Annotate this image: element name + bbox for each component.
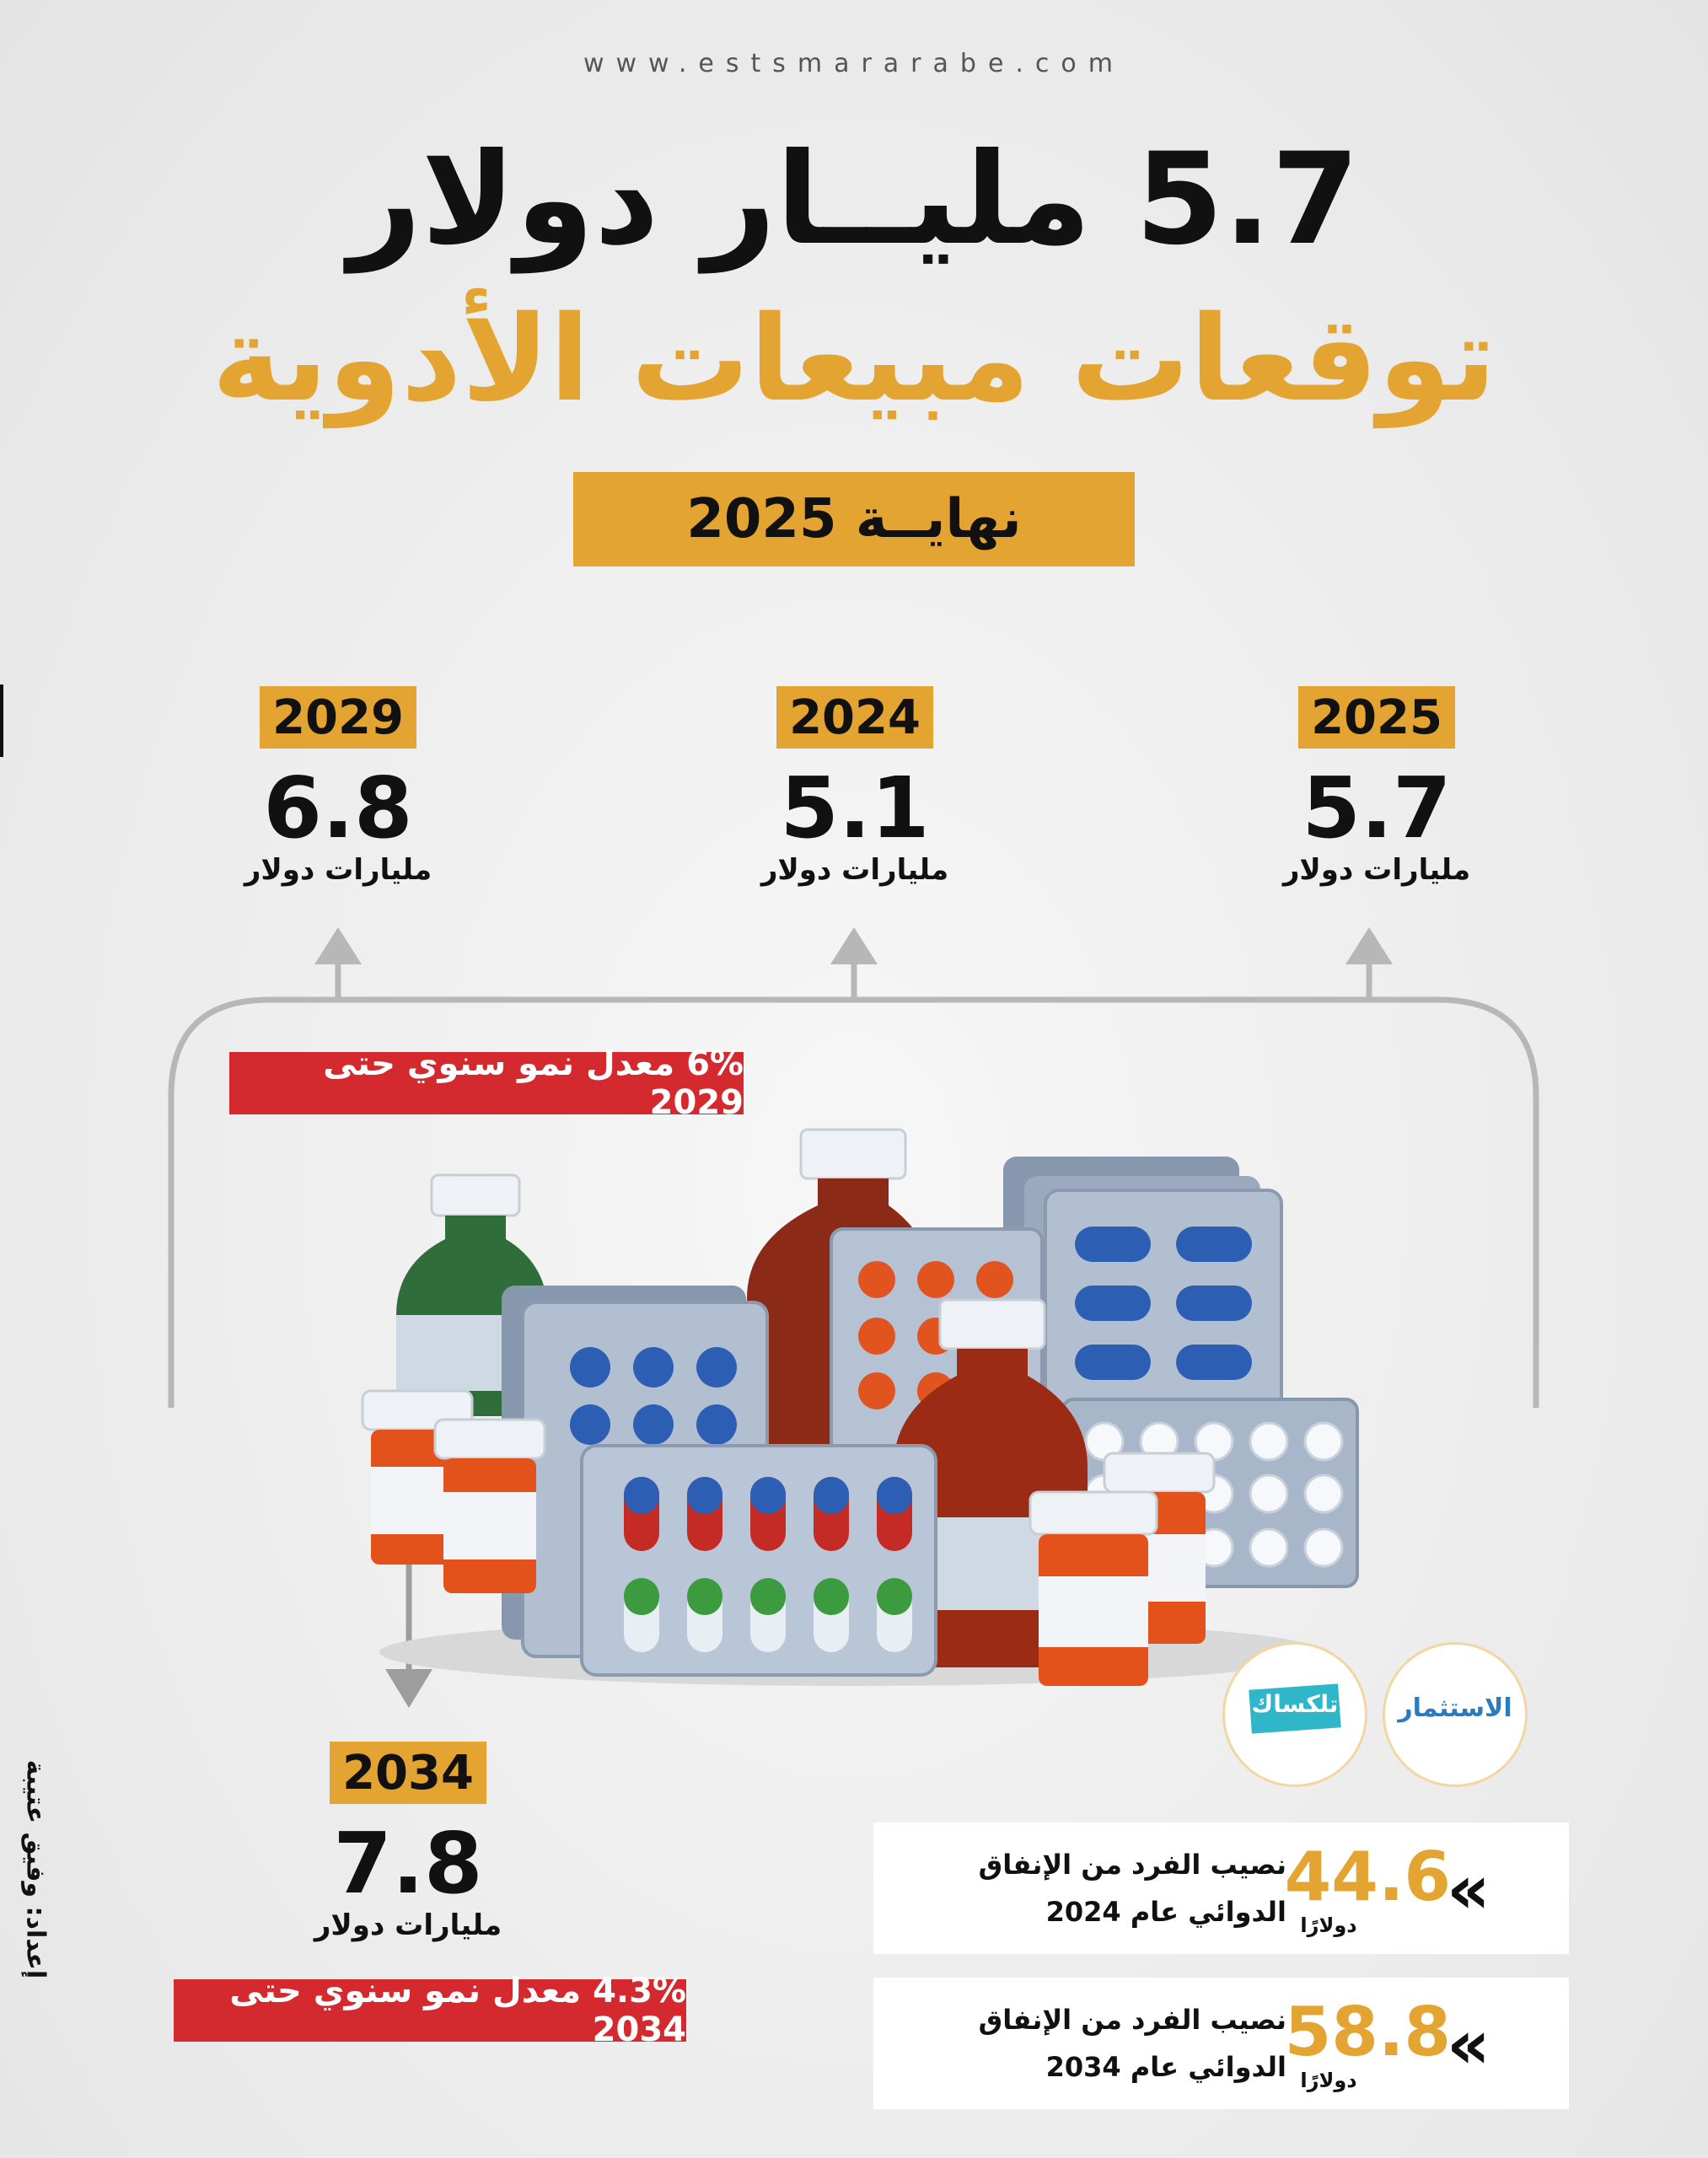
telegraph-logo[interactable]: تلكساك	[1222, 1642, 1367, 1787]
unit-2034: مليارات دولار	[314, 1908, 502, 1942]
pill-jar-lid	[433, 1418, 546, 1460]
double-chevron-left-icon: «	[1447, 1850, 1490, 1929]
istithmar-logo-text: الاستثمار	[1398, 1694, 1512, 1723]
subtitle-badge: نهايــة 2025	[573, 472, 1135, 566]
double-chevron-left-icon: «	[1447, 2005, 1490, 2084]
blue-tablets	[570, 1347, 737, 1445]
year-tag-2025: 2025	[1298, 686, 1455, 749]
stat-line1: نصيب الفرد من الإنفاق	[978, 1849, 1286, 1881]
pill-jar-label	[1039, 1576, 1148, 1647]
year-tag-2029: 2029	[260, 686, 416, 749]
year-tag-2034: 2034	[330, 1742, 486, 1804]
value-2029: 6.8	[263, 759, 413, 857]
stat-unit: دولارًا	[1300, 1914, 1357, 1937]
istithmar-logo[interactable]: الاستثمار	[1383, 1642, 1528, 1787]
growth-tag-2034: 4.3% معدل نمو سنوي حتى 2034	[174, 1972, 686, 2049]
unit-2024: مليارات دولار	[760, 853, 949, 887]
capsules-red	[624, 1477, 912, 1551]
stat-description: نصيب الفرد من الإنفاق الدوائي عام 2034	[907, 1996, 1286, 2091]
green-bottle-cap	[430, 1173, 521, 1217]
pill-jar-lid	[1029, 1490, 1158, 1536]
stat-card-2024: « 44.6 دولارًا نصيب الفرد من الإنفاق الد…	[873, 1822, 1569, 1954]
capsules-green	[624, 1578, 912, 1652]
pill-jar-label	[443, 1492, 536, 1559]
pill-jar-lid	[1103, 1452, 1216, 1494]
brown-bottle-cap	[938, 1298, 1046, 1350]
headline-value: 5.7 مليــار دولار	[348, 126, 1360, 273]
value-2025: 5.7	[1302, 759, 1452, 857]
stat-line1: نصيب الفرد من الإنفاق	[978, 2004, 1286, 2036]
unit-2029: مليارات دولار	[244, 853, 432, 887]
value-2034: 7.8	[333, 1814, 483, 1913]
value-2024: 5.1	[780, 759, 930, 857]
author-credit: إعداد: وفيق عتيبة	[19, 1720, 52, 2023]
edge-mark	[0, 684, 3, 757]
stat-card-2034: « 58.8 دولارًا نصيب الفرد من الإنفاق الد…	[873, 1978, 1569, 2109]
arrow-down-icon	[385, 1669, 432, 1708]
stat-line2: الدوائي عام 2024	[1045, 1896, 1286, 1928]
stat-line2: الدوائي عام 2034	[1045, 2051, 1286, 2083]
year-tag-2024: 2024	[776, 686, 933, 749]
stat-value: 44.6	[1284, 1838, 1451, 1916]
stat-value: 58.8	[1284, 1993, 1451, 2071]
arrow-up-icon	[1345, 927, 1393, 964]
arrow-up-icon	[314, 927, 362, 964]
unit-2025: مليارات دولار	[1282, 853, 1471, 887]
telegraph-logo-text: تلكساك	[1251, 1690, 1339, 1718]
brown-bottle-cap	[799, 1128, 907, 1180]
stat-description: نصيب الفرد من الإنفاق الدوائي عام 2024	[907, 1841, 1286, 1935]
site-url[interactable]: www.estsmararabe.com	[583, 49, 1125, 78]
medicine-illustration	[361, 1128, 1359, 1686]
growth-tag-2029: 6% معدل نمو سنوي حتى 2029	[229, 1044, 744, 1122]
headline-topic: توقعات مبيعات الأدوية	[212, 291, 1496, 428]
arrow-up-icon	[830, 927, 878, 964]
author-credit-text: إعداد: وفيق عتيبة	[20, 1759, 51, 1979]
stat-unit: دولارًا	[1300, 2069, 1357, 2092]
capsules-blue	[1075, 1227, 1252, 1380]
